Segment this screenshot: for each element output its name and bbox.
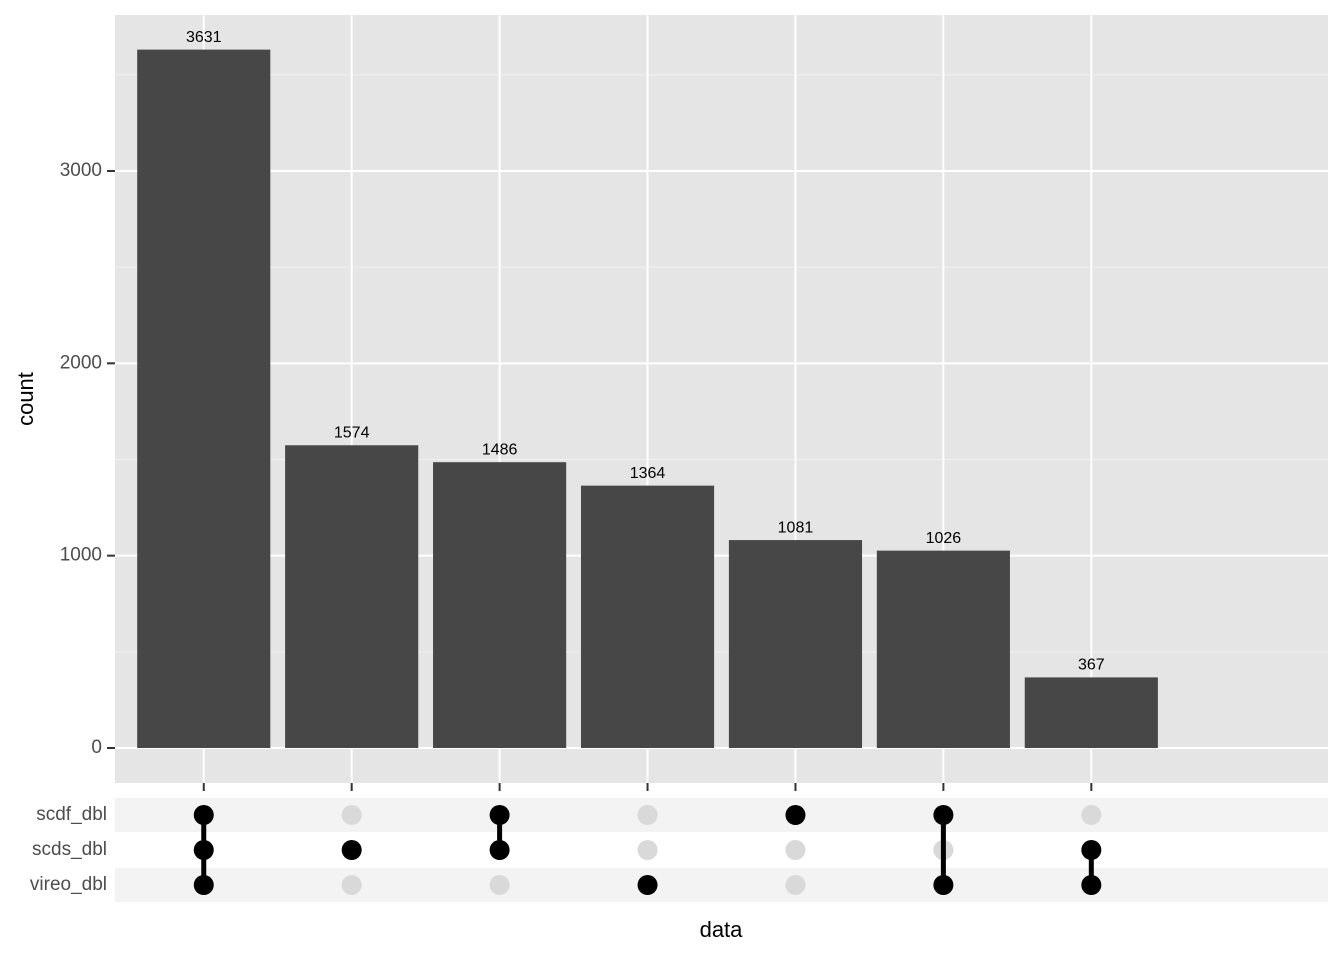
y-tick-label: 2000 <box>60 352 102 373</box>
matrix-dot <box>489 875 510 895</box>
bar <box>137 49 271 748</box>
bar <box>433 462 567 748</box>
matrix-dot <box>637 805 658 825</box>
set-label: vireo_dbl <box>30 874 107 895</box>
value-label: 1081 <box>778 519 814 536</box>
value-label: 1364 <box>630 465 666 482</box>
matrix-dot <box>637 875 658 895</box>
matrix-dot <box>785 840 806 860</box>
x-axis-title: data <box>700 917 744 942</box>
matrix-dot <box>1081 805 1102 825</box>
value-label: 1026 <box>926 530 962 547</box>
value-label: 1574 <box>334 424 370 441</box>
y-tick-label: 1000 <box>60 545 102 566</box>
value-label: 367 <box>1078 657 1105 674</box>
set-label: scds_dbl <box>32 839 107 860</box>
bar <box>876 550 1010 748</box>
y-tick-label: 0 <box>91 737 102 758</box>
matrix-dot <box>341 840 362 860</box>
matrix-dot <box>637 840 658 860</box>
value-label: 3631 <box>186 29 222 46</box>
bar <box>1024 677 1158 748</box>
y-axis-title: count <box>13 372 38 426</box>
bar <box>728 540 863 748</box>
matrix-dot <box>785 805 806 825</box>
matrix-dot <box>785 875 806 895</box>
value-label: 1486 <box>482 441 518 458</box>
matrix-stripe <box>115 798 1328 832</box>
matrix-dot <box>341 875 362 895</box>
bar <box>580 485 715 748</box>
matrix-stripe <box>115 868 1328 902</box>
y-tick-label: 3000 <box>60 160 102 181</box>
set-label: scdf_dbl <box>36 804 107 825</box>
matrix-dot <box>341 805 362 825</box>
bar <box>285 445 419 748</box>
